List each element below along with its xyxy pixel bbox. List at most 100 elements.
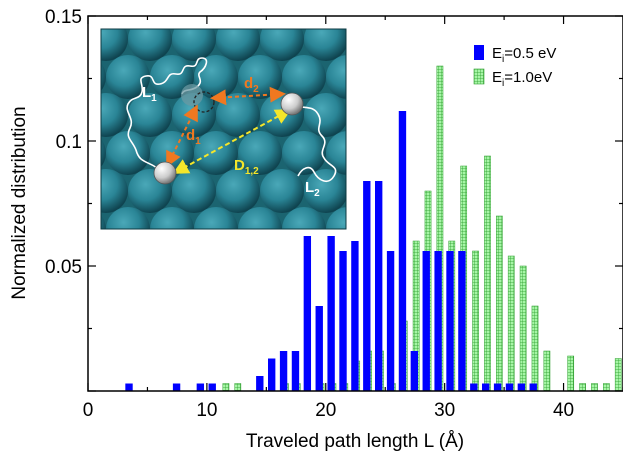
surface-atom-46 [304, 169, 346, 213]
label-D12: D1,2 [234, 157, 259, 177]
path-L2 [291, 103, 337, 183]
surface-atom-50 [150, 207, 194, 229]
bar-series-1-26 [517, 383, 526, 391]
bar-series-2-17 [472, 250, 479, 392]
surface-atom-14 [304, 29, 346, 61]
arrow-d2 [210, 86, 286, 106]
x-tick-label-4: 40 [553, 400, 574, 421]
surface-atom-57 [84, 245, 128, 289]
bar-series-1-5 [268, 358, 276, 391]
surface-atom-45 [260, 169, 304, 213]
x-tick-label-0: 0 [83, 400, 94, 421]
x-axis-label: Traveled path length L (Å) [246, 431, 464, 452]
bar-series-1-4 [256, 376, 264, 391]
surface-atom-24 [40, 93, 84, 137]
inset-illustration: L1 L2 d1 d2 D1,2 [40, 0, 414, 289]
bar-series-1-1 [172, 383, 181, 391]
surface-atom-5 [282, 0, 326, 23]
path-L1 [126, 57, 208, 173]
surface-atom-17 [106, 55, 150, 99]
bar-series-1-20 [446, 251, 454, 391]
bar-series-1-25 [505, 383, 514, 391]
surface-atom-26 [128, 93, 172, 137]
surface-atom-43 [172, 169, 216, 213]
surface-atom-16 [101, 63, 106, 91]
legend-label-series-2: Ei=1.0eV [492, 69, 552, 89]
bar-series-1-6 [279, 351, 288, 391]
bar-series-1-24 [493, 383, 502, 391]
surface-atom-28 [216, 93, 260, 137]
surface-atom-32 [101, 139, 106, 167]
surface-atom-22 [326, 55, 346, 99]
bar-series-1-15 [386, 251, 395, 391]
bar-series-1-12 [351, 241, 359, 391]
bar-series-1-2 [196, 383, 205, 391]
bar-series-2-28 [614, 358, 622, 392]
bar-series-2-0 [222, 383, 230, 392]
inset-frame [100, 28, 347, 230]
surface-atom-59 [172, 245, 216, 289]
surface-atom-40 [40, 169, 84, 213]
adatom-left [153, 161, 177, 185]
bar-series-1-16 [398, 111, 407, 391]
surface-atom-10 [128, 29, 172, 61]
bar-series-2-19 [496, 215, 503, 392]
label-L1: L1 [142, 84, 157, 104]
bar-series-1-8 [303, 236, 312, 391]
arrow-D12 [172, 109, 292, 174]
legend-swatch-series-1 [474, 45, 484, 60]
bar-series-2-23 [543, 350, 551, 392]
bar-series-1-9 [315, 306, 323, 391]
surface-atom-13 [260, 29, 304, 61]
bar-series-1-13 [363, 181, 371, 391]
surface-atom-31 [348, 93, 392, 137]
bar-series-1-18 [422, 251, 430, 391]
surface-atom-11 [172, 29, 216, 61]
x-tick-label-3: 30 [434, 400, 455, 421]
legend: Ei=0.5 eV Ei=1.0eV [473, 45, 556, 89]
bar-series-2-22 [531, 305, 539, 392]
surface-atom-49 [106, 207, 150, 229]
surface-atom-53 [282, 207, 326, 229]
bar-series-1-22 [470, 383, 478, 391]
bar-series-1-27 [529, 383, 537, 391]
bar-series-2-21 [519, 265, 527, 392]
surface-atom-21 [282, 55, 326, 99]
bar-series-1-21 [458, 251, 466, 391]
surface-atom-30 [304, 93, 346, 137]
bar-series-1-7 [291, 351, 300, 391]
surface-atom-39 [370, 131, 414, 175]
surface-atom-18 [150, 55, 194, 99]
bar-series-2-27 [603, 383, 610, 392]
y-tick-label-0: 0.05 [45, 257, 82, 278]
surface-atom-2 [150, 0, 194, 23]
surface-atom-33 [106, 131, 150, 175]
bar-series-2-26 [591, 383, 598, 392]
bar-series-1-19 [434, 251, 442, 391]
ticks-layer: 0 10 20 30 40 0.05 0.1 0.15 [45, 7, 623, 421]
surface-atom-23 [370, 55, 414, 99]
surface-atom-51 [194, 207, 238, 229]
surface-atom-25 [101, 93, 128, 137]
surface-atom-61 [260, 245, 304, 289]
x-tick-label-1: 10 [196, 400, 217, 421]
legend-swatch-series-2 [473, 68, 485, 85]
bar-series-2-25 [579, 383, 586, 392]
bar-series-2-18 [484, 155, 491, 392]
surface-atom-7 [370, 0, 414, 23]
surface-atom-4 [238, 0, 282, 23]
bar-series-1-0 [125, 383, 133, 391]
x-tick-label-2: 20 [315, 400, 336, 421]
bar-series-2-1 [234, 383, 242, 392]
bar-series-1-3 [208, 383, 216, 391]
y-tick-label-2: 0.15 [45, 7, 82, 28]
surface-atom-58 [128, 245, 172, 289]
bar-series-2-24 [567, 355, 575, 392]
y-tick-label-1: 0.1 [56, 132, 82, 153]
surface-atom-52 [238, 207, 282, 229]
bar-series-2-20 [507, 255, 515, 392]
label-d1: d1 [186, 127, 201, 147]
bar-series-1-23 [482, 383, 490, 391]
surface-atom-1 [106, 0, 150, 23]
